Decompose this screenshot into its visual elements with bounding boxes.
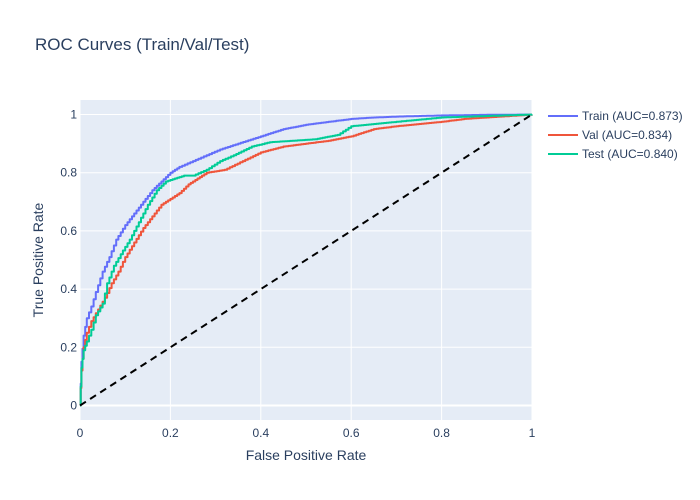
tick-labels: 0 0.2 0.4 0.6 0.8 1 0 0.2 0.4 0.6 0.8 1 [60,108,535,440]
x-tick-label: 0 [77,426,84,440]
series-line-0 [79,113,533,407]
legend-entry: Test (AUC=0.840) [582,147,678,161]
y-tick-label: 0.4 [60,282,77,296]
x-tick-label: 1 [529,426,536,440]
series-lines [79,113,533,407]
x-tick-label: 0.2 [162,426,179,440]
x-tick-label: 0.6 [343,426,360,440]
chart-title: ROC Curves (Train/Val/Test) [35,35,249,54]
y-tick-label: 0 [70,398,77,412]
legend-entry: Train (AUC=0.873) [582,109,683,123]
series-line-2 [79,113,533,407]
y-tick-label: 0.6 [60,224,77,238]
x-tick-label: 0.4 [252,426,269,440]
chance-line [79,113,533,407]
x-tick-label: 0.8 [433,426,450,440]
x-axis-title: False Positive Rate [246,447,367,463]
y-tick-label: 0.8 [60,166,77,180]
series-line-1 [79,113,533,407]
y-tick-label: 1 [70,108,77,122]
legend: Train (AUC=0.873) Val (AUC=0.834) Test (AU… [548,109,683,161]
y-axis-title: True Positive Rate [30,202,46,317]
y-tick-label: 0.2 [60,340,77,354]
legend-entry: Val (AUC=0.834) [582,128,672,142]
